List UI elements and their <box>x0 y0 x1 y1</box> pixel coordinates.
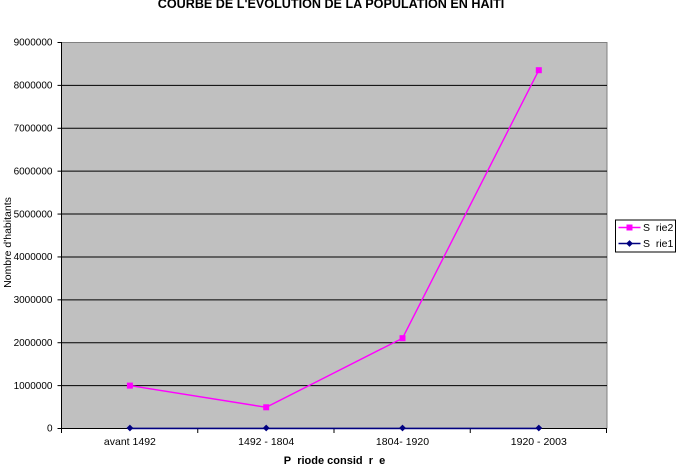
svg-text:S rie2: S rie2 <box>643 222 674 234</box>
svg-text:5000000: 5000000 <box>14 209 53 220</box>
svg-text:6000000: 6000000 <box>14 166 53 177</box>
svg-text:8000000: 8000000 <box>14 81 53 92</box>
svg-text:1492 - 1804: 1492 - 1804 <box>238 436 294 448</box>
svg-text:1804- 1920: 1804- 1920 <box>376 436 429 448</box>
svg-text:1000000: 1000000 <box>14 381 53 392</box>
svg-text:COURBE DE L'EVOLUTION DE LA PO: COURBE DE L'EVOLUTION DE LA POPULATION E… <box>158 0 505 11</box>
svg-text:7000000: 7000000 <box>14 124 53 135</box>
svg-text:avant 1492: avant 1492 <box>104 436 156 448</box>
svg-text:2000000: 2000000 <box>14 338 53 349</box>
svg-text:0: 0 <box>47 424 53 435</box>
svg-text:9000000: 9000000 <box>14 38 53 49</box>
svg-text:1920 - 2003: 1920 - 2003 <box>511 436 567 448</box>
svg-text:S rie1: S rie1 <box>643 238 674 250</box>
svg-text:4000000: 4000000 <box>14 252 53 263</box>
svg-text:P riode consid r e: P riode consid r e <box>284 455 385 467</box>
svg-text:Nombre d'habitants: Nombre d'habitants <box>2 197 14 288</box>
svg-text:3000000: 3000000 <box>14 295 53 306</box>
